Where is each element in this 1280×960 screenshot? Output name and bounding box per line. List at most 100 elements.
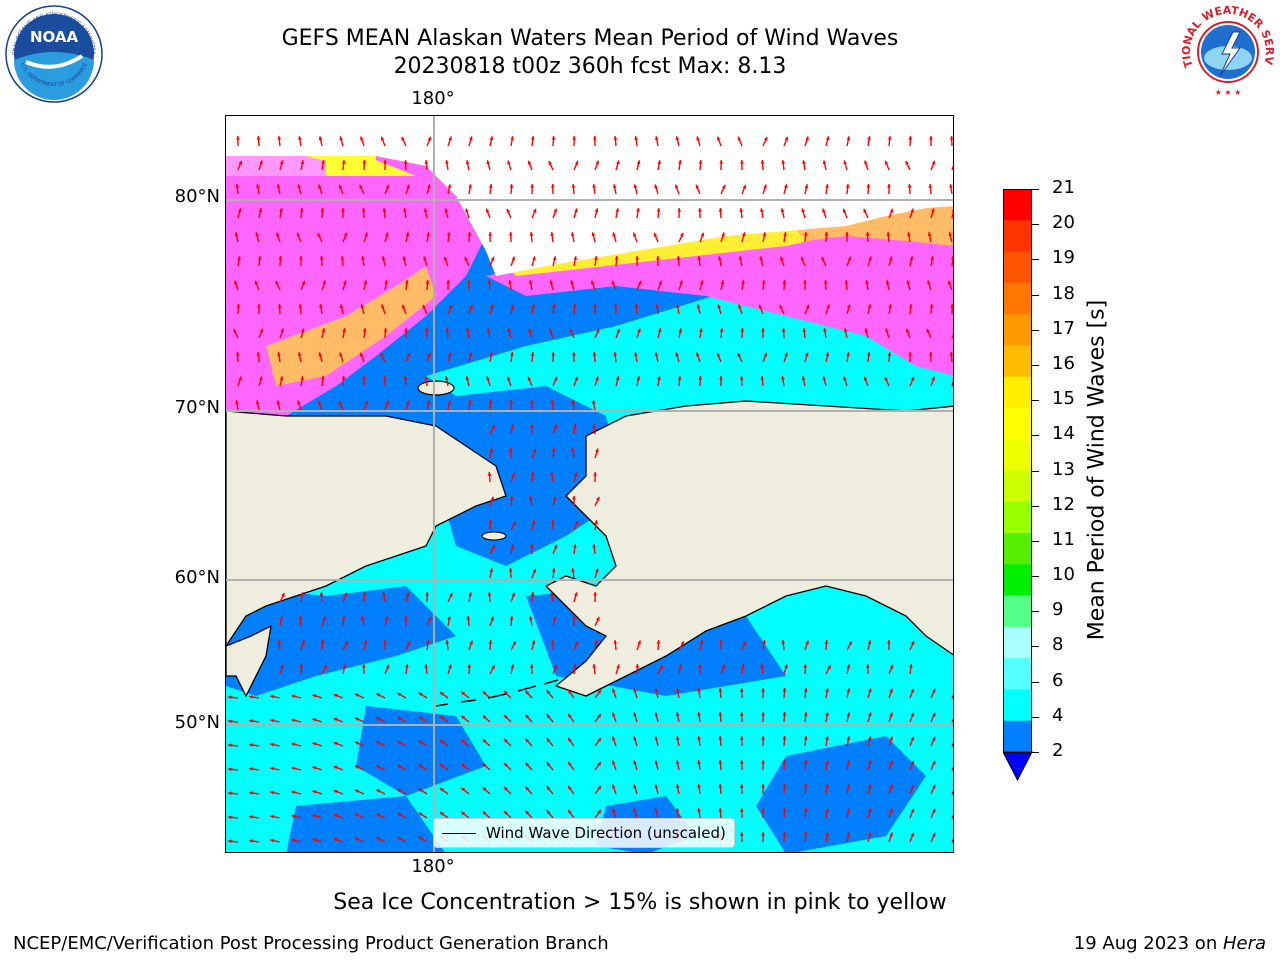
wave-direction-arrowhead (482, 811, 487, 816)
wave-direction-arrowhead (343, 592, 348, 597)
wave-direction-arrowhead (527, 160, 532, 165)
wave-direction-arrowhead (424, 664, 429, 668)
wave-direction-arrowhead (228, 839, 232, 844)
wave-direction-arrowhead (697, 256, 702, 260)
wave-direction-arrowhead (932, 784, 936, 789)
wave-direction-arrowhead (552, 496, 557, 501)
colorbar-tick-mark (1032, 716, 1039, 718)
colorbar-segment (1003, 439, 1032, 471)
wave-direction-arrowhead (508, 280, 512, 284)
colorbar-tick-label: 4 (1052, 704, 1064, 726)
wave-direction-arrowhead (953, 833, 954, 837)
wave-direction-arrowhead (469, 640, 473, 645)
wave-direction-arrowhead (354, 789, 359, 794)
colorbar-tick-mark (1032, 259, 1039, 261)
wave-direction-arrowhead (466, 616, 471, 620)
wave-direction-arrowhead (949, 184, 953, 188)
wave-direction-arrowhead (397, 813, 402, 817)
wave-direction-arrowhead (320, 376, 325, 380)
wave-direction-arrowhead (761, 712, 765, 716)
wave-direction-arrowhead (464, 256, 469, 261)
wave-direction-arrowhead (238, 160, 243, 165)
wave-direction-arrowhead (907, 184, 912, 188)
wave-direction-arrowhead (761, 736, 765, 740)
wave-direction-arrowhead (867, 136, 871, 140)
wave-direction-arrowhead (468, 592, 473, 596)
wave-direction-arrowhead (489, 352, 494, 356)
wave-direction-arrowhead (446, 280, 450, 284)
wave-direction-arrowhead (760, 376, 765, 380)
wave-direction-arrowhead (397, 741, 402, 745)
wave-direction-arrowhead (612, 760, 616, 765)
wave-direction-arrowhead (847, 256, 852, 261)
wave-direction-arrowhead (529, 616, 533, 620)
land-kamchatka (226, 624, 272, 698)
wave-direction-arrowhead (530, 472, 535, 476)
colorbar-tick-label: 18 (1052, 282, 1075, 304)
wave-direction-arrowhead (594, 520, 598, 524)
wave-direction-arrowhead (762, 232, 767, 237)
wave-direction-arrowhead (679, 232, 684, 237)
wave-direction-arrowhead (403, 208, 407, 212)
wave-direction-arrowhead (508, 568, 513, 572)
wave-direction-arrowhead (255, 232, 260, 237)
wave-direction-arrowhead (573, 424, 577, 428)
colorbar-tick-mark (1032, 294, 1039, 296)
wave-direction-arrowhead (616, 328, 621, 333)
wave-direction-arrowhead (444, 208, 449, 213)
wave-direction-arrowhead (340, 256, 345, 260)
wave-direction-arrowhead (382, 376, 387, 380)
wave-direction-arrowhead (551, 352, 556, 356)
wave-direction-arrowhead (741, 232, 746, 237)
wave-direction-arrowhead (926, 328, 931, 333)
wave-direction-arrowhead (636, 208, 640, 212)
wave-direction-arrowhead (380, 352, 385, 357)
wave-direction-arrowhead (908, 304, 913, 308)
wave-direction-arrowhead (573, 256, 578, 260)
wave-direction-arrowhead (594, 256, 598, 260)
wave-direction-arrowhead (276, 232, 280, 237)
wave-direction-arrowhead (466, 280, 471, 284)
wave-direction-arrowhead (825, 736, 829, 740)
wave-direction-arrowhead (376, 837, 381, 841)
wave-direction-arrowhead (360, 136, 364, 141)
wave-direction-arrowhead (782, 760, 787, 764)
colorbar-label: Mean Period of Wind Waves [s] (1084, 299, 1110, 641)
wave-direction-arrowhead (405, 592, 410, 597)
wave-direction-arrowhead (908, 352, 912, 356)
wave-direction-arrowhead (613, 136, 618, 140)
wave-direction-arrowhead (825, 136, 830, 141)
wave-direction-arrowhead (406, 640, 411, 645)
wave-direction-arrowhead (361, 664, 366, 668)
wave-direction-arrowhead (403, 160, 408, 164)
wave-direction-arrowhead (258, 208, 263, 213)
wave-direction-arrowhead (509, 496, 514, 500)
wave-direction-arrowhead (866, 184, 871, 188)
wave-direction-arrowhead (546, 738, 551, 743)
wave-direction-arrowhead (889, 784, 893, 789)
colorbar-tick-mark (1032, 435, 1039, 437)
colorbar-tick-label: 15 (1052, 388, 1075, 410)
wave-direction-arrowhead (822, 376, 827, 381)
wave-direction-arrowhead (721, 232, 725, 237)
wave-direction-arrowhead (697, 712, 701, 716)
wave-direction-arrowhead (634, 304, 639, 308)
wave-direction-arrowhead (448, 136, 452, 141)
wave-direction-arrowhead (887, 184, 891, 188)
wave-direction-arrowhead (461, 763, 466, 768)
map-panel: Wind Wave Direction (unscaled) (225, 115, 954, 853)
colorbar-segment (1003, 501, 1032, 534)
wave-direction-arrowhead (281, 593, 285, 597)
wave-direction-arrowhead (397, 789, 402, 793)
wave-direction-arrowhead (376, 765, 381, 769)
wave-direction-arrowhead (298, 616, 303, 620)
wave-direction-arrowhead (949, 136, 953, 140)
wave-direction-arrowhead (675, 688, 680, 692)
wave-direction-arrowhead (270, 742, 275, 747)
wave-direction-arrowhead (932, 808, 936, 813)
wave-direction-arrowhead (846, 784, 851, 789)
wave-direction-arrowhead (889, 712, 893, 717)
wave-direction-arrowhead (763, 352, 768, 357)
wave-direction-arrowhead (426, 232, 430, 236)
wave-direction-arrowhead (633, 688, 637, 693)
